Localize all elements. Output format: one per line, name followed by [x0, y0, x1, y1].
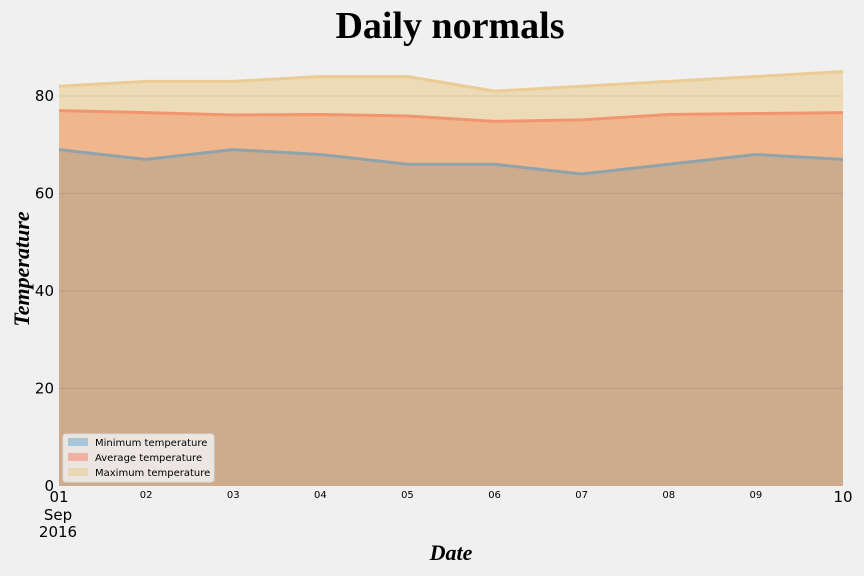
line-average-temperature [58, 109, 844, 123]
y-tick-label: 80 [35, 87, 54, 105]
legend-entry: Maximum temperature [95, 468, 210, 479]
line-minimum-temperature [58, 148, 844, 176]
x-tick-label: 08 [662, 490, 675, 501]
plot-area [58, 70, 844, 486]
x-tick-label: 04 [314, 490, 327, 501]
x-tick-label: 10 [833, 488, 852, 506]
chart-title: Daily normals [335, 5, 564, 47]
x-tick-label: 07 [575, 490, 588, 501]
legend-swatch [68, 453, 88, 461]
area-minimum-temperature [59, 149, 843, 486]
legend-swatch [68, 438, 88, 446]
x-tick-label: 02 [140, 490, 153, 501]
x-tick-label: 01 [49, 488, 68, 506]
legend: Minimum temperature Average temperature Ma… [62, 433, 215, 483]
y-ticks: 0 20 40 60 80 [35, 87, 54, 495]
legend-entry: Minimum temperature [95, 438, 207, 449]
x-tick-label: 09 [750, 490, 763, 501]
legend-box [62, 433, 215, 483]
y-tick-label: 40 [35, 282, 54, 300]
x-tick-sublabel: 2016 [39, 523, 77, 541]
y-axis-label: Temperature [9, 211, 34, 327]
x-tick-label: 03 [227, 490, 240, 501]
y-tick-label: 60 [35, 185, 54, 203]
y-tick-label: 20 [35, 380, 54, 398]
legend-swatch [68, 468, 88, 476]
line-maximum-temperature [58, 70, 844, 93]
x-tick-sublabel: Sep [44, 506, 72, 524]
x-tick-label: 05 [401, 490, 414, 501]
x-tick-label: 06 [488, 490, 501, 501]
legend-entry: Average temperature [95, 453, 202, 464]
x-axis-label: Date [429, 540, 473, 565]
y-tick-label: 0 [44, 477, 54, 495]
